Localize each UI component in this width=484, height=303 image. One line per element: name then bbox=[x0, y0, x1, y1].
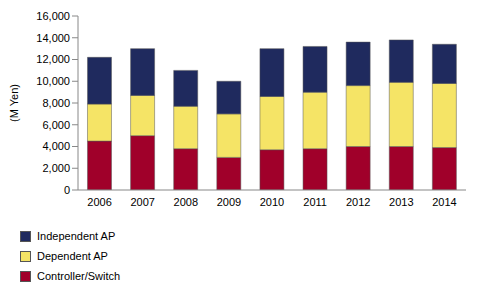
svg-text:2013: 2013 bbox=[389, 196, 413, 208]
svg-text:4,000: 4,000 bbox=[42, 140, 70, 152]
svg-text:2011: 2011 bbox=[303, 196, 327, 208]
html-text:Independent AP: Independent AP bbox=[37, 230, 116, 242]
svg-text:8,000: 8,000 bbox=[42, 97, 70, 109]
svg-text:2012: 2012 bbox=[346, 196, 370, 208]
svg-text:2014: 2014 bbox=[432, 196, 456, 208]
svg-text:6,000: 6,000 bbox=[42, 119, 70, 131]
svg-text:0: 0 bbox=[64, 184, 70, 196]
svg-text:10,000: 10,000 bbox=[36, 75, 70, 87]
svg-text:(M Yen): (M Yen) bbox=[8, 84, 20, 122]
svg-text:2009: 2009 bbox=[217, 196, 241, 208]
svg-text:12,000: 12,000 bbox=[36, 53, 70, 65]
svg-text:14,000: 14,000 bbox=[36, 32, 70, 44]
svg-text:2007: 2007 bbox=[130, 196, 154, 208]
svg-text:2,000: 2,000 bbox=[42, 162, 70, 174]
svg-text:2010: 2010 bbox=[260, 196, 284, 208]
html-text:Controller/Switch: Controller/Switch bbox=[37, 270, 121, 282]
svg-text:2006: 2006 bbox=[87, 196, 111, 208]
svg-text:2008: 2008 bbox=[174, 196, 198, 208]
html-text:Dependent AP: Dependent AP bbox=[37, 250, 108, 262]
svg-text:16,000: 16,000 bbox=[36, 10, 70, 22]
